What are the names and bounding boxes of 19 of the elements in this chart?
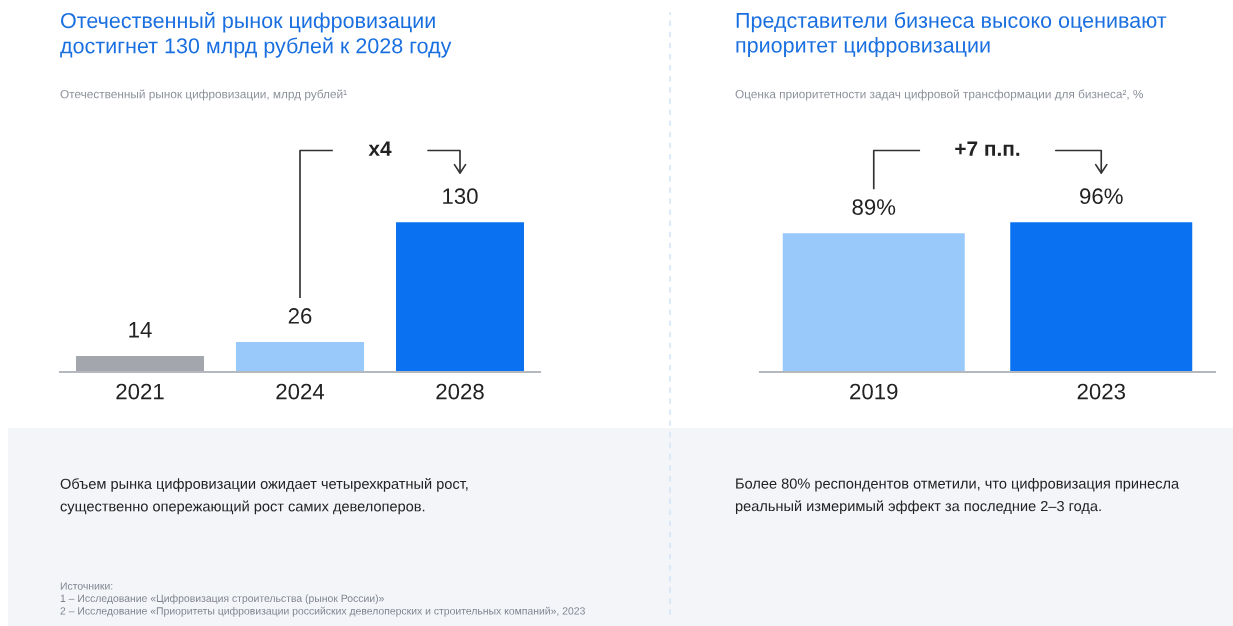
text: Объем рынка цифровизации ожидает четырехкратный рост, существенно опережающий рост самих девелоперов. — [60, 478, 468, 515]
x-tick-label: 2028 — [436, 383, 484, 400]
x-tick-label: 2019 — [850, 383, 898, 400]
x-tick-label: 2024 — [276, 383, 325, 400]
x-tick-label: 2023 — [1077, 383, 1125, 400]
chart-subtitle: Оценка приоритетности задач цифровой трансформации для бизнеса², % — [735, 89, 1144, 101]
text: Источники: 1 – Исследование «Цифровизация строительства (рынок России)» 2 – Исследование «Приоритеты цифровизации российских девелоперских и строительных компаний», 2023 — [60, 582, 585, 617]
data-label: 130 — [443, 188, 478, 205]
text: +7 п.п. — [955, 141, 1020, 156]
text: x4 — [368, 141, 392, 156]
data-label: 14 — [129, 322, 152, 338]
data-label: 26 — [288, 308, 312, 324]
chart-title: Представители бизнеса высоко оценивают приоритет цифровизации — [736, 12, 1167, 57]
chart-title: Отечественный рынок цифровизации достигнет 130 млрд рублей к 2028 году — [60, 12, 452, 58]
text: Более 80% респондентов отметили, что цифровизация принесла реальный измеримый эффект за последние 2–3 года. — [735, 478, 1180, 515]
chart-subtitle: Отечественный рынок цифровизации, млрд рублей¹ — [60, 89, 347, 101]
x-tick-label: 2021 — [116, 383, 164, 400]
data-label: 96% — [1080, 188, 1123, 205]
data-label: 89% — [852, 199, 896, 215]
